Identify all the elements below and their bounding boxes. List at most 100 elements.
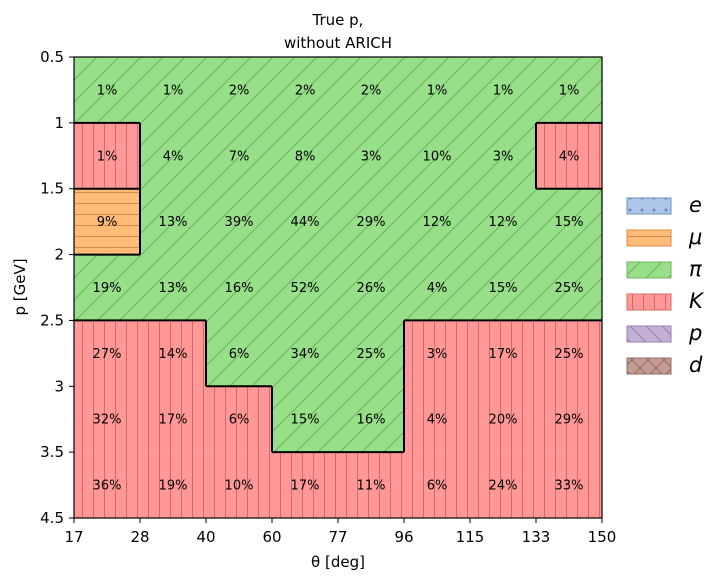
cell-value-label: 9%	[97, 215, 118, 230]
legend-swatch	[626, 229, 672, 247]
legend-label: μ	[688, 225, 702, 249]
legend-swatch	[626, 197, 672, 215]
y-axis-label: p [GeV]	[11, 258, 29, 315]
heatmap-cell	[206, 122, 273, 190]
cell-value-label: 2%	[361, 83, 382, 98]
heatmap-cell	[74, 320, 141, 387]
heatmap-cell	[338, 122, 405, 190]
x-tick-label: 150	[588, 528, 617, 546]
cell-value-label: 25%	[555, 281, 584, 296]
heatmap-cell	[470, 188, 537, 255]
cell-value-label: 15%	[555, 215, 584, 230]
cell-value-label: 12%	[489, 215, 518, 230]
cell-value-label: 16%	[357, 413, 386, 428]
heatmap-cell	[74, 254, 141, 321]
cell-value-label: 6%	[229, 347, 250, 362]
cell-value-label: 39%	[225, 215, 254, 230]
heatmap-cell	[206, 320, 273, 387]
heatmap-cell	[470, 254, 537, 321]
cell-value-label: 44%	[291, 215, 320, 230]
heatmap-cell	[536, 320, 603, 387]
cell-value-label: 7%	[229, 149, 250, 164]
cell-value-label: 15%	[291, 413, 320, 428]
heatmap-cell	[272, 386, 339, 453]
heatmap-cell	[470, 386, 537, 453]
cell-value-label: 4%	[163, 149, 184, 164]
heatmap-cell	[140, 188, 207, 255]
cell-value-label: 4%	[559, 149, 580, 164]
x-tick-label: 133	[522, 528, 551, 546]
cell-value-label: 25%	[357, 347, 386, 362]
cell-value-label: 19%	[159, 479, 188, 494]
cell-value-label: 32%	[93, 413, 122, 428]
legend-label: d	[689, 353, 703, 377]
cell-value-label: 6%	[229, 413, 250, 428]
heatmap-cell	[338, 320, 405, 387]
y-tick-label: 2.5	[40, 311, 64, 329]
heatmap-cell	[140, 452, 207, 519]
cell-value-label: 26%	[357, 281, 386, 296]
heatmap-cell	[404, 57, 471, 124]
heatmap-cell	[338, 254, 405, 321]
x-tick-label: 17	[64, 528, 83, 546]
x-tick-label: 60	[262, 528, 281, 546]
heatmap-cell	[338, 188, 405, 255]
heatmap-cell	[272, 122, 339, 190]
cell-value-label: 13%	[159, 281, 188, 296]
heatmap-cell	[74, 57, 141, 124]
cell-value-label: 1%	[559, 83, 580, 98]
heatmap-cell	[206, 386, 273, 453]
legend-label: p	[688, 321, 702, 345]
cell-value-label: 17%	[489, 347, 518, 362]
cell-value-label: 20%	[489, 413, 518, 428]
cell-value-label: 1%	[427, 83, 448, 98]
heatmap-cell	[470, 320, 537, 387]
cell-value-label: 34%	[291, 347, 320, 362]
heatmap-cell	[206, 254, 273, 321]
cell-value-label: 25%	[555, 347, 584, 362]
cell-value-label: 3%	[427, 347, 448, 362]
x-tick-label: 40	[196, 528, 215, 546]
y-tick-label: 4.5	[40, 509, 64, 527]
cell-value-label: 15%	[489, 281, 518, 296]
cell-value-label: 12%	[423, 215, 452, 230]
cell-value-label: 10%	[423, 149, 452, 164]
cell-value-label: 52%	[291, 281, 320, 296]
cell-value-label: 17%	[159, 413, 188, 428]
x-axis-label: θ [deg]	[311, 553, 365, 571]
cell-value-label: 3%	[361, 149, 382, 164]
heatmap-cell	[272, 320, 339, 387]
y-tick-label: 1	[54, 114, 64, 132]
x-tick-label: 28	[130, 528, 149, 546]
heatmap-cell	[470, 122, 537, 190]
chart-title-line2: without ARICH	[284, 34, 392, 52]
legend-swatch	[626, 357, 672, 375]
y-tick-label: 2	[54, 246, 64, 264]
cell-value-label: 29%	[555, 413, 584, 428]
heatmap-cell	[536, 188, 603, 255]
y-tick-label: 3	[54, 377, 64, 395]
cell-value-label: 11%	[357, 479, 386, 494]
x-tick-label: 115	[456, 528, 485, 546]
heatmap-cell	[536, 386, 603, 453]
heatmap-cell	[140, 320, 207, 387]
cell-value-label: 1%	[97, 149, 118, 164]
chart-title-line1: True p,	[312, 11, 364, 29]
heatmap-cell	[206, 57, 273, 124]
legend-swatch	[626, 261, 672, 279]
legend-swatch	[626, 325, 672, 343]
cell-value-label: 3%	[493, 149, 514, 164]
heatmap-cell	[470, 452, 537, 519]
heatmap-cell	[272, 254, 339, 321]
cell-value-label: 17%	[291, 479, 320, 494]
heatmap-cell	[404, 386, 471, 453]
heatmap-cell	[404, 122, 471, 190]
legend-swatch	[626, 293, 672, 311]
cell-value-label: 16%	[225, 281, 254, 296]
heatmap-cell	[74, 122, 141, 190]
heatmap-cell	[404, 188, 471, 255]
cell-value-label: 24%	[489, 479, 518, 494]
cell-value-label: 2%	[295, 83, 316, 98]
heatmap-cell	[140, 386, 207, 453]
